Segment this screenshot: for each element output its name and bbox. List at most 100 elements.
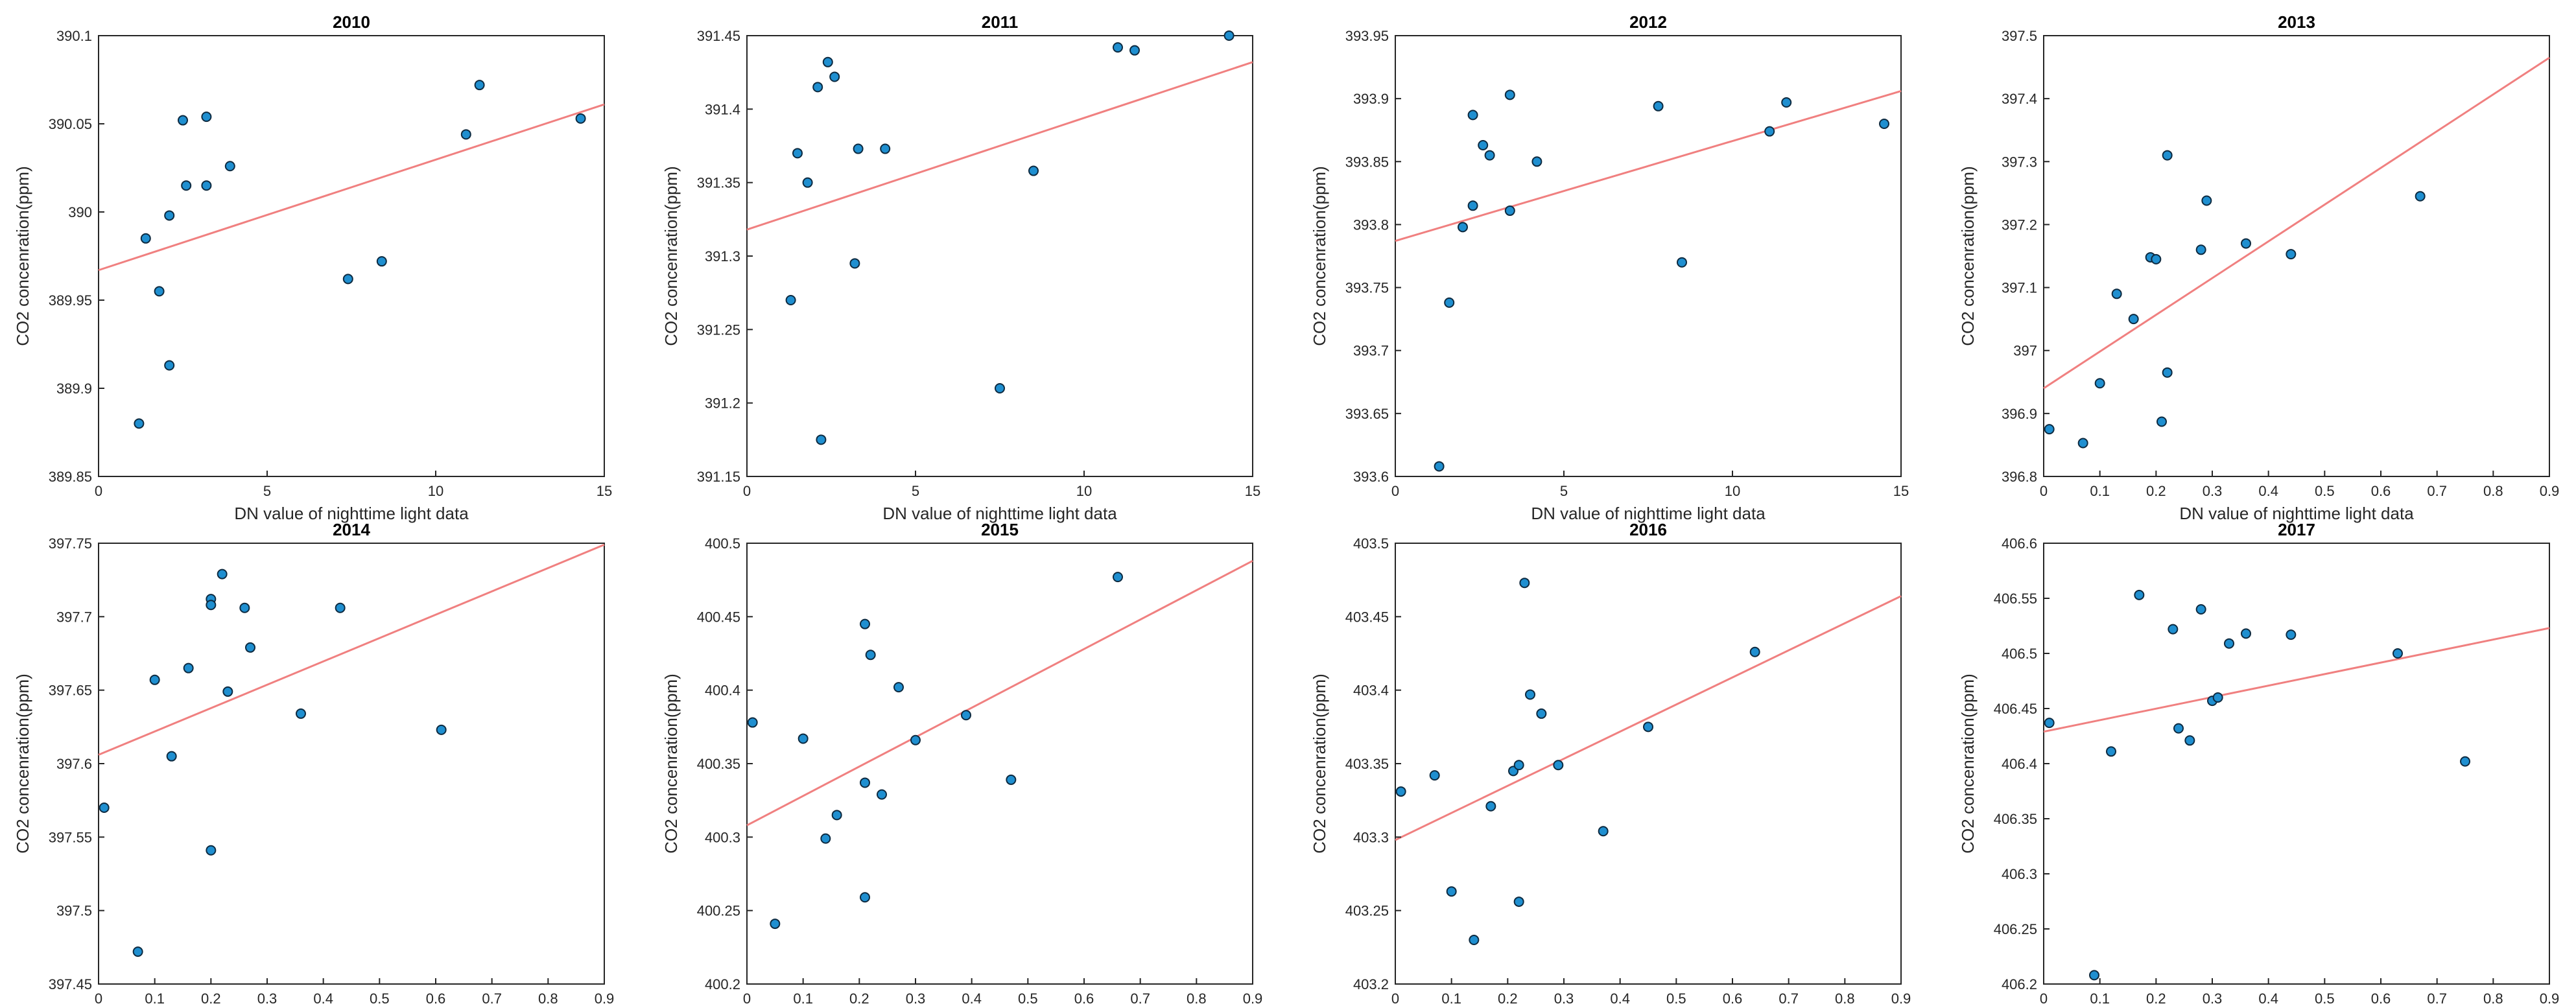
y-tick-label: 397.3	[2002, 154, 2037, 170]
x-tick-label: 15	[1893, 483, 1909, 499]
x-tick-label: 0.6	[426, 990, 446, 1007]
data-point	[181, 180, 192, 191]
data-point	[2162, 150, 2173, 161]
data-point	[2415, 191, 2426, 202]
data-point	[1113, 42, 1123, 53]
x-tick-label: 15	[1245, 483, 1260, 499]
x-tick-label: 0.9	[2540, 483, 2560, 499]
panel-title: 2014	[333, 520, 370, 539]
y-tick-label: 390.05	[49, 116, 92, 132]
data-point	[99, 803, 110, 813]
data-point	[2224, 638, 2234, 649]
y-tick-label: 403.35	[1345, 756, 1389, 772]
x-tick-label: 0.9	[1243, 990, 1263, 1007]
data-point	[860, 777, 870, 788]
data-point	[2393, 648, 2403, 659]
data-point	[1467, 110, 1478, 121]
x-tick-label: 0.5	[2315, 483, 2335, 499]
y-tick-label: 391.45	[697, 28, 740, 44]
axes-box	[1395, 543, 1902, 985]
panel-2014: 2014 0 0.1 0.2 0.3 0.4 0.5 0.6 0.7 0.8 0.9 397.45 39…	[13, 520, 614, 1007]
data-point	[1598, 826, 1609, 837]
x-tick-label: 0.2	[201, 990, 221, 1007]
fit-line	[746, 61, 1253, 231]
y-axis-label: CO2 concenration(ppm)	[1958, 166, 1978, 346]
y-tick-label: 389.9	[56, 381, 92, 397]
data-point	[2128, 314, 2139, 325]
data-point	[2241, 238, 2251, 249]
y-tick-label: 400.3	[705, 829, 740, 845]
data-point	[245, 642, 255, 653]
axes-box	[2043, 543, 2550, 985]
panel-title: 2017	[2278, 520, 2315, 539]
data-point	[792, 148, 803, 159]
y-tick-label: 397.5	[56, 903, 92, 919]
data-point	[1478, 140, 1489, 151]
panel-2010: 2010 0 5 10 15 389.85 389.9 389.95 390 390.05 390.…	[13, 12, 612, 523]
y-tick-label: 393.8	[1353, 217, 1389, 233]
data-point	[1446, 886, 1457, 897]
data-point	[2212, 692, 2223, 703]
y-tick-label: 391.4	[705, 101, 740, 117]
data-point	[822, 56, 833, 67]
y-tick-label: 400.4	[705, 683, 740, 699]
y-axis-label: CO2 concenration(ppm)	[1958, 674, 1978, 853]
data-point	[2195, 244, 2206, 255]
data-point	[893, 682, 904, 693]
data-point	[747, 717, 758, 728]
x-tick-label: 0.6	[2371, 483, 2391, 499]
data-point	[296, 708, 306, 719]
x-tick-label: 0	[2040, 483, 2048, 499]
y-tick-label: 391.15	[697, 469, 740, 485]
data-point	[239, 602, 250, 613]
x-tick-label: 0.8	[538, 990, 558, 1007]
y-tick-label: 397.4	[2002, 91, 2037, 107]
data-point	[820, 833, 831, 844]
data-point	[831, 810, 842, 821]
data-point	[2184, 735, 2195, 746]
y-tick-label: 400.5	[705, 535, 740, 552]
data-point	[1006, 774, 1017, 785]
data-point	[342, 274, 353, 285]
x-tick-label: 0.2	[849, 990, 869, 1007]
x-tick-label: 0	[95, 483, 102, 499]
data-point	[1513, 897, 1524, 908]
data-point	[2286, 629, 2297, 640]
data-point	[1434, 461, 1445, 472]
panel-title: 2012	[1629, 12, 1667, 32]
panel-2017: 2017 0 0.1 0.2 0.3 0.4 0.5 0.6 0.7 0.8 0.9 406.2 406…	[1958, 520, 2559, 1007]
x-tick-label: 5	[912, 483, 919, 499]
data-point	[166, 751, 177, 762]
data-point	[224, 161, 235, 172]
x-tick-label: 0.9	[1891, 990, 1911, 1007]
panel-title: 2016	[1629, 520, 1667, 539]
data-point	[201, 180, 212, 191]
data-point	[1395, 786, 1406, 797]
fit-line	[2043, 56, 2550, 390]
x-tick-label: 0.3	[2203, 990, 2223, 1007]
data-point	[1749, 646, 1760, 657]
y-tick-label: 397.6	[56, 756, 92, 772]
x-tick-label: 0.6	[1074, 990, 1094, 1007]
y-tick-label: 391.3	[705, 248, 740, 264]
x-axis-label: DN value of nighttime light data	[1531, 504, 1766, 523]
data-point	[2094, 378, 2105, 389]
data-point	[802, 177, 813, 188]
data-point	[770, 919, 781, 930]
y-tick-label: 391.35	[697, 175, 740, 191]
x-tick-label: 0.7	[2427, 990, 2447, 1007]
y-tick-label: 400.35	[697, 756, 740, 772]
data-point	[2077, 438, 2088, 449]
x-tick-label: 0	[743, 483, 751, 499]
data-point	[1519, 578, 1530, 589]
axes-box	[98, 543, 605, 985]
data-point	[1504, 205, 1515, 217]
data-point	[2111, 288, 2122, 299]
data-point	[2241, 628, 2251, 639]
data-point	[812, 82, 823, 93]
x-tick-label: 0.4	[962, 990, 982, 1007]
data-point	[1484, 150, 1495, 161]
x-tick-label: 0.3	[906, 990, 926, 1007]
fit-line	[746, 559, 1253, 826]
y-axis-label: CO2 concenration(ppm)	[1310, 674, 1329, 853]
